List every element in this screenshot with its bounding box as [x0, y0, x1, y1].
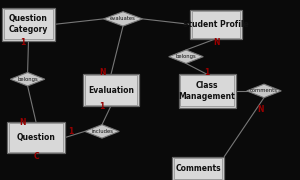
Text: 1: 1: [20, 38, 25, 47]
Text: belongs: belongs: [176, 54, 197, 59]
Bar: [178, 74, 236, 108]
Bar: [85, 75, 137, 105]
Text: belongs: belongs: [17, 77, 38, 82]
Polygon shape: [103, 12, 142, 26]
Polygon shape: [169, 50, 203, 64]
Bar: [8, 122, 64, 153]
Text: 1: 1: [99, 102, 105, 111]
Polygon shape: [247, 84, 281, 98]
Text: C: C: [33, 152, 39, 161]
Text: Question
Category: Question Category: [9, 14, 48, 34]
Text: 1: 1: [68, 127, 73, 136]
Text: N: N: [19, 118, 26, 127]
Text: 1: 1: [204, 68, 210, 76]
Bar: [172, 157, 224, 180]
Text: Comments: Comments: [175, 164, 221, 173]
Text: Question: Question: [16, 133, 56, 142]
Text: includes: includes: [91, 129, 113, 134]
Bar: [174, 158, 223, 179]
Polygon shape: [85, 125, 119, 138]
Bar: [190, 10, 242, 39]
Text: comments: comments: [250, 88, 278, 93]
Text: N: N: [213, 38, 219, 47]
Text: Class
Management: Class Management: [178, 81, 236, 101]
Text: evaluates: evaluates: [110, 16, 136, 21]
Bar: [4, 9, 53, 39]
Bar: [180, 75, 234, 107]
Polygon shape: [10, 73, 45, 86]
Text: N: N: [99, 68, 105, 76]
Bar: [83, 74, 139, 106]
Bar: [191, 11, 240, 38]
Bar: [9, 123, 63, 152]
Text: N: N: [258, 105, 264, 114]
Text: Evaluation: Evaluation: [88, 86, 134, 94]
Text: Student Profile: Student Profile: [183, 20, 249, 29]
Bar: [2, 8, 55, 40]
